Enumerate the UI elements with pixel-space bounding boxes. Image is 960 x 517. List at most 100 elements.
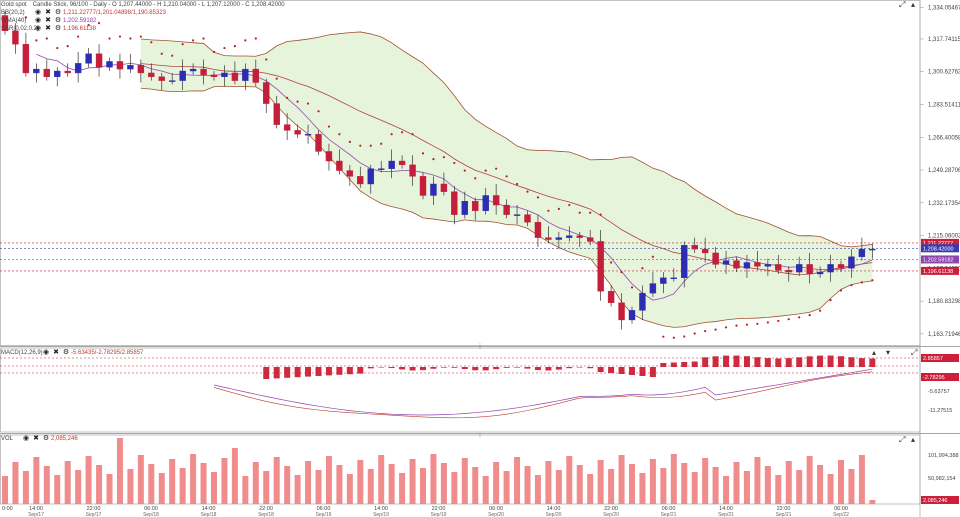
gear-icon[interactable]: ⚙: [42, 435, 50, 442]
x-axis-time-label: 14:00: [547, 506, 561, 512]
sar-dot: [735, 324, 738, 327]
splitter-handle: ⁞: [479, 344, 481, 351]
candle-bullish: [33, 68, 40, 74]
candle-bullish: [681, 245, 688, 279]
x-axis-date-label: Sep/18: [201, 512, 217, 517]
macd-histogram-bar: [357, 367, 364, 374]
eye-icon[interactable]: ◉: [42, 349, 50, 356]
bollinger-band-fill: [140, 31, 873, 328]
x-axis-date-label: Sep/21: [718, 512, 734, 517]
candle-bullish: [242, 68, 249, 81]
eye-icon[interactable]: ◉: [34, 25, 42, 32]
candle-bearish: [451, 191, 458, 215]
eye-icon[interactable]: ◉: [22, 435, 30, 442]
sar-dot: [798, 316, 801, 319]
candle-bearish: [775, 264, 782, 271]
volume-bar: [64, 461, 71, 504]
macd-histogram-bar: [399, 367, 406, 370]
volume-bar: [336, 465, 343, 504]
sar-dot: [599, 213, 602, 216]
close-icon[interactable]: ✖: [33, 435, 39, 442]
volume-bar: [660, 468, 667, 504]
splitter-handle: ⁞: [479, 432, 481, 439]
expand-icon[interactable]: ⤢: [899, 435, 906, 444]
sar-dot: [338, 133, 341, 136]
gear-icon[interactable]: ⚙: [54, 17, 62, 24]
candle-bearish: [231, 72, 239, 81]
expand-icon[interactable]: ⤢: [899, 0, 906, 9]
macd-histogram-bar: [367, 367, 374, 369]
sar-dot: [850, 284, 853, 287]
legend-bb: BB(20,2) ◉ ✖ ⚙ 1,211.22777/1,201.04898/1…: [1, 9, 166, 16]
triangle-up-icon[interactable]: ▴: [911, 435, 916, 444]
sar-dot: [348, 140, 351, 143]
candle-bearish: [712, 252, 719, 265]
macd-histogram-bar: [629, 367, 635, 375]
sar-dot: [181, 43, 184, 46]
volume-bar: [116, 438, 123, 504]
macd-histogram-bar: [336, 367, 343, 375]
sar-dot: [87, 23, 90, 27]
macd-histogram-bar: [430, 367, 437, 369]
sar-dot: [568, 203, 571, 207]
macd-histogram-bar: [660, 363, 667, 367]
eye-icon[interactable]: ◉: [34, 17, 42, 24]
sar-dot: [265, 58, 268, 61]
candle-bullish: [74, 63, 82, 74]
volume-bar: [545, 461, 552, 504]
volume-bar: [305, 461, 312, 504]
macd-histogram-bar: [325, 367, 332, 376]
x-axis-time-label: 0:00: [2, 506, 13, 512]
candle-bearish: [576, 235, 583, 238]
volume-bar: [566, 456, 573, 504]
sar-dot: [453, 161, 456, 165]
macd-histogram-bar: [858, 358, 865, 367]
eye-icon[interactable]: ◉: [34, 9, 42, 16]
sar-dot: [756, 322, 759, 325]
triangle-down-icon[interactable]: ▾: [886, 348, 891, 357]
sar-dot: [129, 37, 132, 40]
volume-bar: [514, 457, 521, 504]
macd-histogram-bar: [346, 367, 353, 375]
x-axis-date-label: Sep/18: [258, 512, 274, 517]
gear-icon[interactable]: ⚙: [62, 349, 70, 356]
sar-dot: [672, 336, 675, 339]
sar-dot: [212, 50, 216, 53]
macd-histogram-bar: [555, 367, 562, 370]
volume-bar: [524, 466, 531, 504]
volume-bar: [597, 460, 604, 504]
x-axis-date-label: Sep/17: [28, 512, 44, 517]
candle-bearish: [398, 160, 406, 166]
candle-bullish: [722, 260, 730, 265]
sar-dot: [118, 35, 122, 38]
expand-icon[interactable]: ⤢: [911, 348, 918, 357]
volume-bar: [723, 476, 730, 504]
gear-icon[interactable]: ⚙: [54, 9, 62, 16]
volume-bar: [252, 462, 259, 504]
volume-bar: [43, 466, 50, 504]
macd-histogram-bar: [733, 355, 740, 367]
volume-bar: [22, 471, 29, 504]
macd-histogram-bar: [754, 357, 761, 367]
candle-bearish: [492, 195, 500, 206]
sar-dot: [495, 167, 498, 170]
macd-histogram-bar: [482, 367, 489, 371]
macd-histogram-bar: [576, 367, 583, 368]
macd-histogram-bar: [315, 367, 322, 376]
triangle-up-icon[interactable]: ▴: [911, 0, 916, 9]
volume-bar: [179, 468, 186, 504]
sar-dot: [610, 261, 613, 264]
volume-bar: [137, 455, 144, 504]
candle-bullish: [869, 248, 876, 251]
x-axis-date-label: Sep/19: [373, 512, 389, 517]
close-icon[interactable]: ✖: [45, 25, 51, 32]
close-icon[interactable]: ✖: [45, 9, 51, 16]
candle-bullish: [304, 134, 312, 136]
chart-header: Gold spot Candle Stick, 96/100 - Daily -…: [1, 1, 285, 33]
gear-icon[interactable]: ⚙: [54, 25, 62, 32]
close-icon[interactable]: ✖: [45, 17, 51, 24]
triangle-up-icon[interactable]: ▴: [872, 348, 877, 357]
close-icon[interactable]: ✖: [53, 349, 59, 356]
macd-histogram-bar: [827, 355, 834, 367]
